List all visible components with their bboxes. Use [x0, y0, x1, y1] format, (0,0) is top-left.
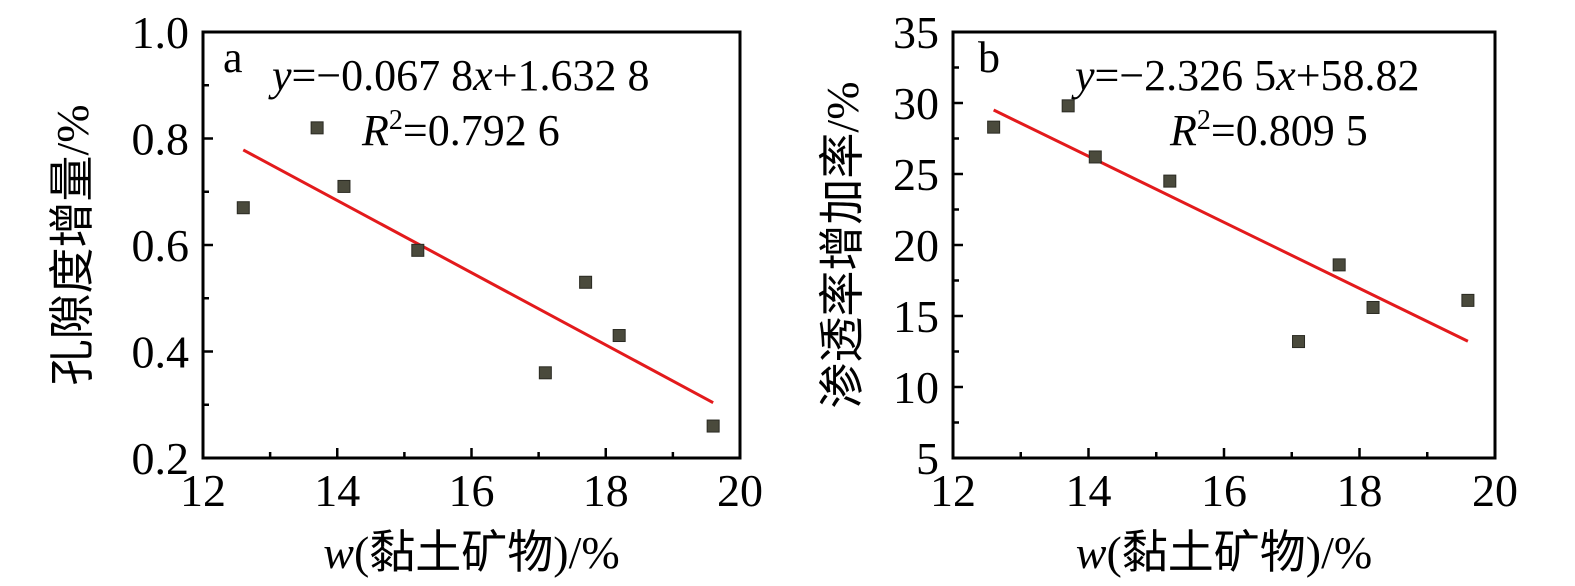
panel-letter: a: [223, 33, 243, 82]
y-tick-label: 0.2: [132, 433, 190, 484]
x-axis-var: w: [1076, 527, 1107, 578]
eq-y-var: y: [268, 51, 292, 100]
x-tick-label: 12: [930, 465, 976, 516]
data-point: [411, 243, 425, 257]
data-point: [612, 329, 626, 343]
y-tick-label: 20: [893, 220, 939, 271]
r2-var: R: [1169, 106, 1197, 155]
x-axis-title: w(黏土矿物)/%: [1076, 527, 1372, 578]
r2-value: =0.792 6: [403, 106, 560, 155]
data-point: [236, 201, 250, 215]
fit-equation: y=−2.326 5x+58.82: [1071, 51, 1420, 100]
fit-equation: y=−0.067 8x+1.632 8: [268, 51, 650, 100]
data-point: [538, 366, 552, 380]
x-tick-label: 18: [583, 465, 629, 516]
x-tick-label: 14: [1066, 465, 1112, 516]
r-squared: R2=0.792 6: [361, 105, 560, 155]
x-tick-label: 16: [1201, 465, 1247, 516]
panel-a: 12 14 16 18 20 0.2 0.4 0.6 0.8 1.0 w(黏土矿物)/% 孔隙度增量/…: [47, 7, 763, 578]
y-tick-label: 0.8: [132, 114, 190, 165]
eq-intercept: +58.82: [1296, 51, 1420, 100]
data-point: [1061, 99, 1075, 113]
y-tick-label: 15: [893, 291, 939, 342]
y-tick-label: 25: [893, 149, 939, 200]
data-point: [1163, 174, 1177, 188]
x-tick-label: 20: [1472, 465, 1518, 516]
y-tick-label: 5: [916, 433, 939, 484]
data-point: [1461, 293, 1475, 307]
eq-slope: =−0.067 8: [292, 51, 474, 100]
data-point: [706, 419, 720, 433]
r2-superscript: 2: [389, 105, 403, 136]
data-point: [1366, 300, 1380, 314]
y-tick-label: 1.0: [132, 7, 190, 58]
x-tick-label: 14: [314, 465, 360, 516]
fit-line: [992, 108, 1469, 343]
y-tick-label: 0.6: [132, 220, 190, 271]
r2-value: =0.809 5: [1211, 106, 1368, 155]
data-point: [579, 275, 593, 289]
x-axis-title: w(黏土矿物)/%: [323, 527, 619, 578]
r2-superscript: 2: [1197, 105, 1211, 136]
eq-slope: =−2.326 5: [1095, 51, 1277, 100]
y-tick-label: 35: [893, 7, 939, 58]
x-tick-label: 20: [717, 465, 763, 516]
eq-x-var: x: [472, 51, 493, 100]
x-tick-label: 18: [1337, 465, 1383, 516]
data-point: [310, 121, 324, 135]
r2-var: R: [361, 106, 389, 155]
eq-intercept: +1.632 8: [493, 51, 650, 100]
x-axis-var: w: [323, 527, 354, 578]
y-axis-title: 渗透率增加率/%: [817, 81, 868, 408]
panel-b: 12 14 16 18 20 5 10 15 20 25 30 35 w(黏土矿物)/% 渗透率增加率/%…: [817, 7, 1518, 578]
data-point: [1332, 258, 1346, 272]
eq-y-var: y: [1071, 51, 1095, 100]
panel-letter: b: [978, 33, 1000, 82]
data-point: [1292, 335, 1306, 349]
y-tick-label: 30: [893, 78, 939, 129]
data-point: [337, 179, 351, 193]
r-squared: R2=0.809 5: [1169, 105, 1368, 155]
x-tick-label: 12: [180, 465, 226, 516]
data-point: [1088, 150, 1102, 164]
y-tick-label: 10: [893, 362, 939, 413]
eq-x-var: x: [1275, 51, 1296, 100]
fit-line: [242, 148, 714, 404]
y-axis-title: 孔隙度增量/%: [47, 104, 98, 385]
y-tick-label: 0.4: [132, 327, 190, 378]
data-point: [987, 120, 1001, 134]
x-tick-label: 16: [449, 465, 495, 516]
x-axis-unit: (黏土矿物)/%: [1106, 527, 1372, 578]
x-axis-unit: (黏土矿物)/%: [354, 527, 620, 578]
